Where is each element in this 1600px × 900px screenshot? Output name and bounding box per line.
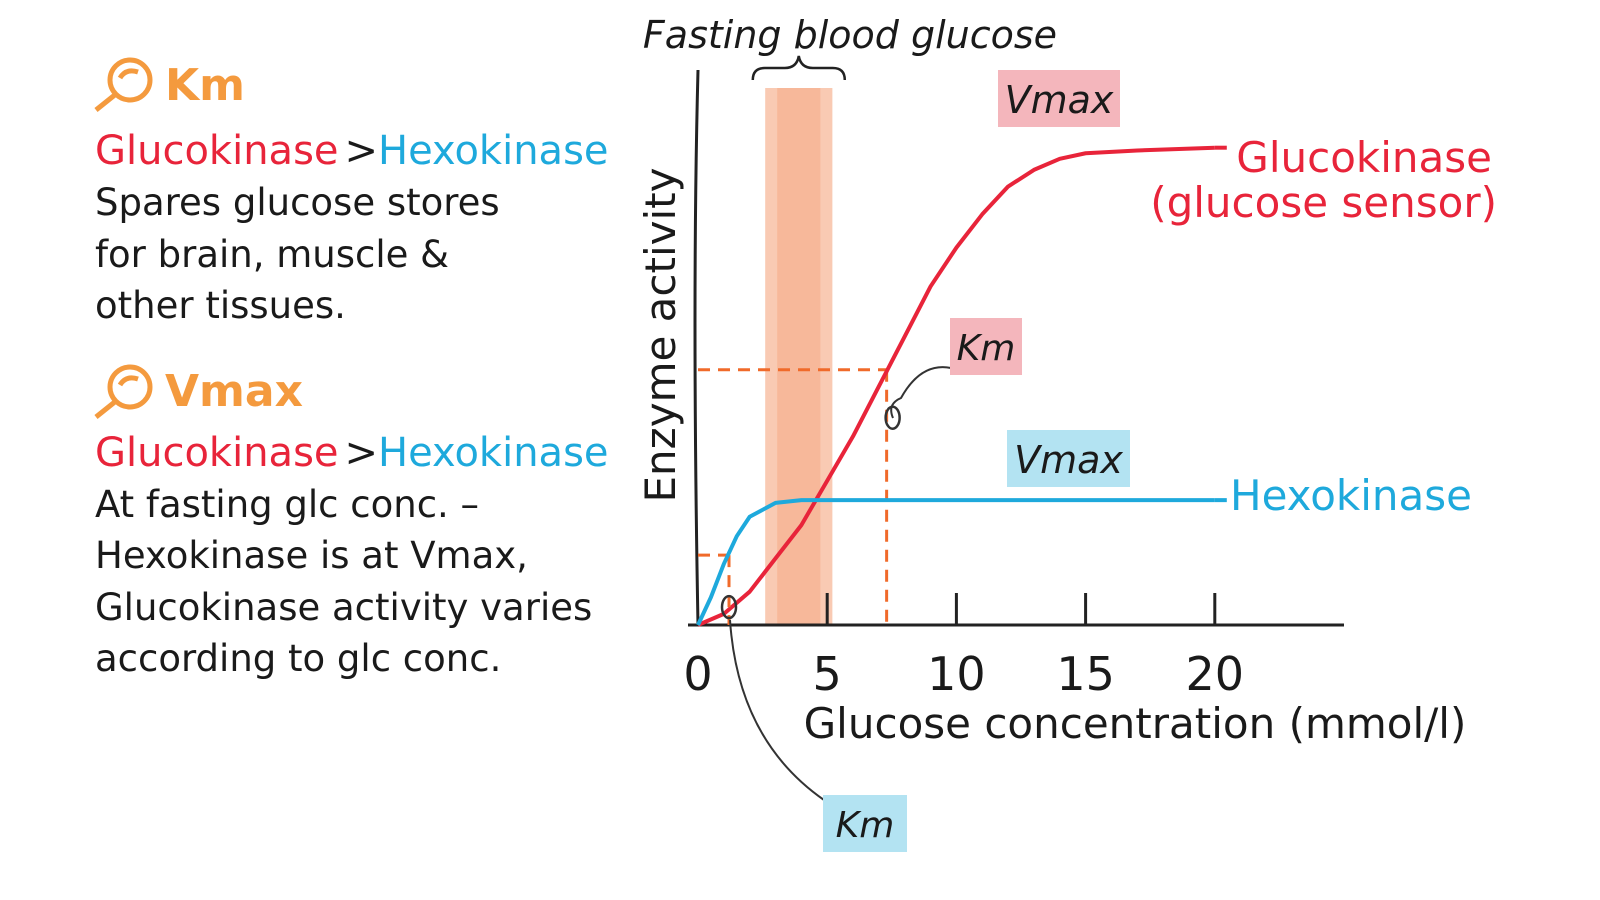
note-line: for brain, muscle & bbox=[95, 233, 449, 276]
magnifier-icon bbox=[107, 57, 153, 103]
heading: Vmax bbox=[165, 366, 303, 417]
x-tick-label: 10 bbox=[927, 647, 986, 701]
note-line: Glucokinase activity varies bbox=[95, 586, 592, 629]
vmax-note: Vmax Glucokinase >Hexokinase At fasting g… bbox=[94, 364, 609, 680]
km-label: Km bbox=[836, 805, 895, 846]
note-line: according to glc conc. bbox=[95, 637, 501, 680]
series-label: Hexokinase bbox=[1230, 471, 1472, 520]
vmax-label: Vmax bbox=[1014, 438, 1123, 482]
sep: > bbox=[345, 128, 379, 174]
series-line bbox=[697, 145, 1215, 627]
series-note: (glucose sensor) bbox=[1150, 178, 1497, 227]
y-axis bbox=[693, 69, 700, 626]
km-point bbox=[884, 405, 901, 430]
fasting-label: Fasting blood glucose bbox=[643, 13, 1057, 57]
glucokinase: Glucokinase bbox=[95, 430, 339, 476]
vmax-box bbox=[998, 70, 1120, 127]
note-line: Spares glucose stores bbox=[95, 181, 500, 224]
magnifier-handle bbox=[94, 68, 139, 112]
brace bbox=[751, 55, 847, 81]
x-axis-label: Glucose concentration (mmol/l) bbox=[804, 699, 1467, 748]
note-line: other tissues. bbox=[95, 284, 346, 327]
comparison: Glucokinase >Hexokinase bbox=[95, 430, 609, 476]
magnifier-handle bbox=[94, 375, 139, 419]
km-leader bbox=[729, 619, 825, 801]
x-tick-label: 15 bbox=[1056, 647, 1115, 701]
km-label: Km bbox=[957, 328, 1016, 369]
note-line: At fasting glc conc. – bbox=[95, 483, 479, 526]
km-point bbox=[720, 594, 738, 620]
km-leader bbox=[890, 366, 952, 419]
comparison: Glucokinase >Hexokinase bbox=[95, 128, 609, 174]
fasting-band-core bbox=[777, 88, 821, 625]
glucokinase: Glucokinase bbox=[95, 128, 339, 174]
series-label: Glucokinase bbox=[1236, 133, 1492, 182]
note-line: Hexokinase is at Vmax, bbox=[95, 534, 528, 577]
km-box bbox=[950, 318, 1022, 375]
vmax-box bbox=[1007, 430, 1130, 487]
sep: > bbox=[345, 430, 379, 476]
magnifier-icon bbox=[107, 364, 153, 410]
hexokinase: Hexokinase bbox=[378, 430, 609, 476]
km-note: Km Glucokinase >Hexokinase Spares glucose… bbox=[94, 57, 609, 327]
km-box bbox=[823, 795, 907, 852]
hexokinase: Hexokinase bbox=[378, 128, 609, 174]
series-line bbox=[696, 498, 1215, 626]
heading: Km bbox=[165, 60, 245, 111]
y-axis-label: Enzyme activity bbox=[636, 168, 685, 503]
x-tick-label: 0 bbox=[683, 647, 712, 701]
vmax-label: Vmax bbox=[1005, 78, 1114, 122]
x-tick-label: 20 bbox=[1186, 647, 1245, 701]
x-tick-label: 5 bbox=[813, 647, 842, 701]
